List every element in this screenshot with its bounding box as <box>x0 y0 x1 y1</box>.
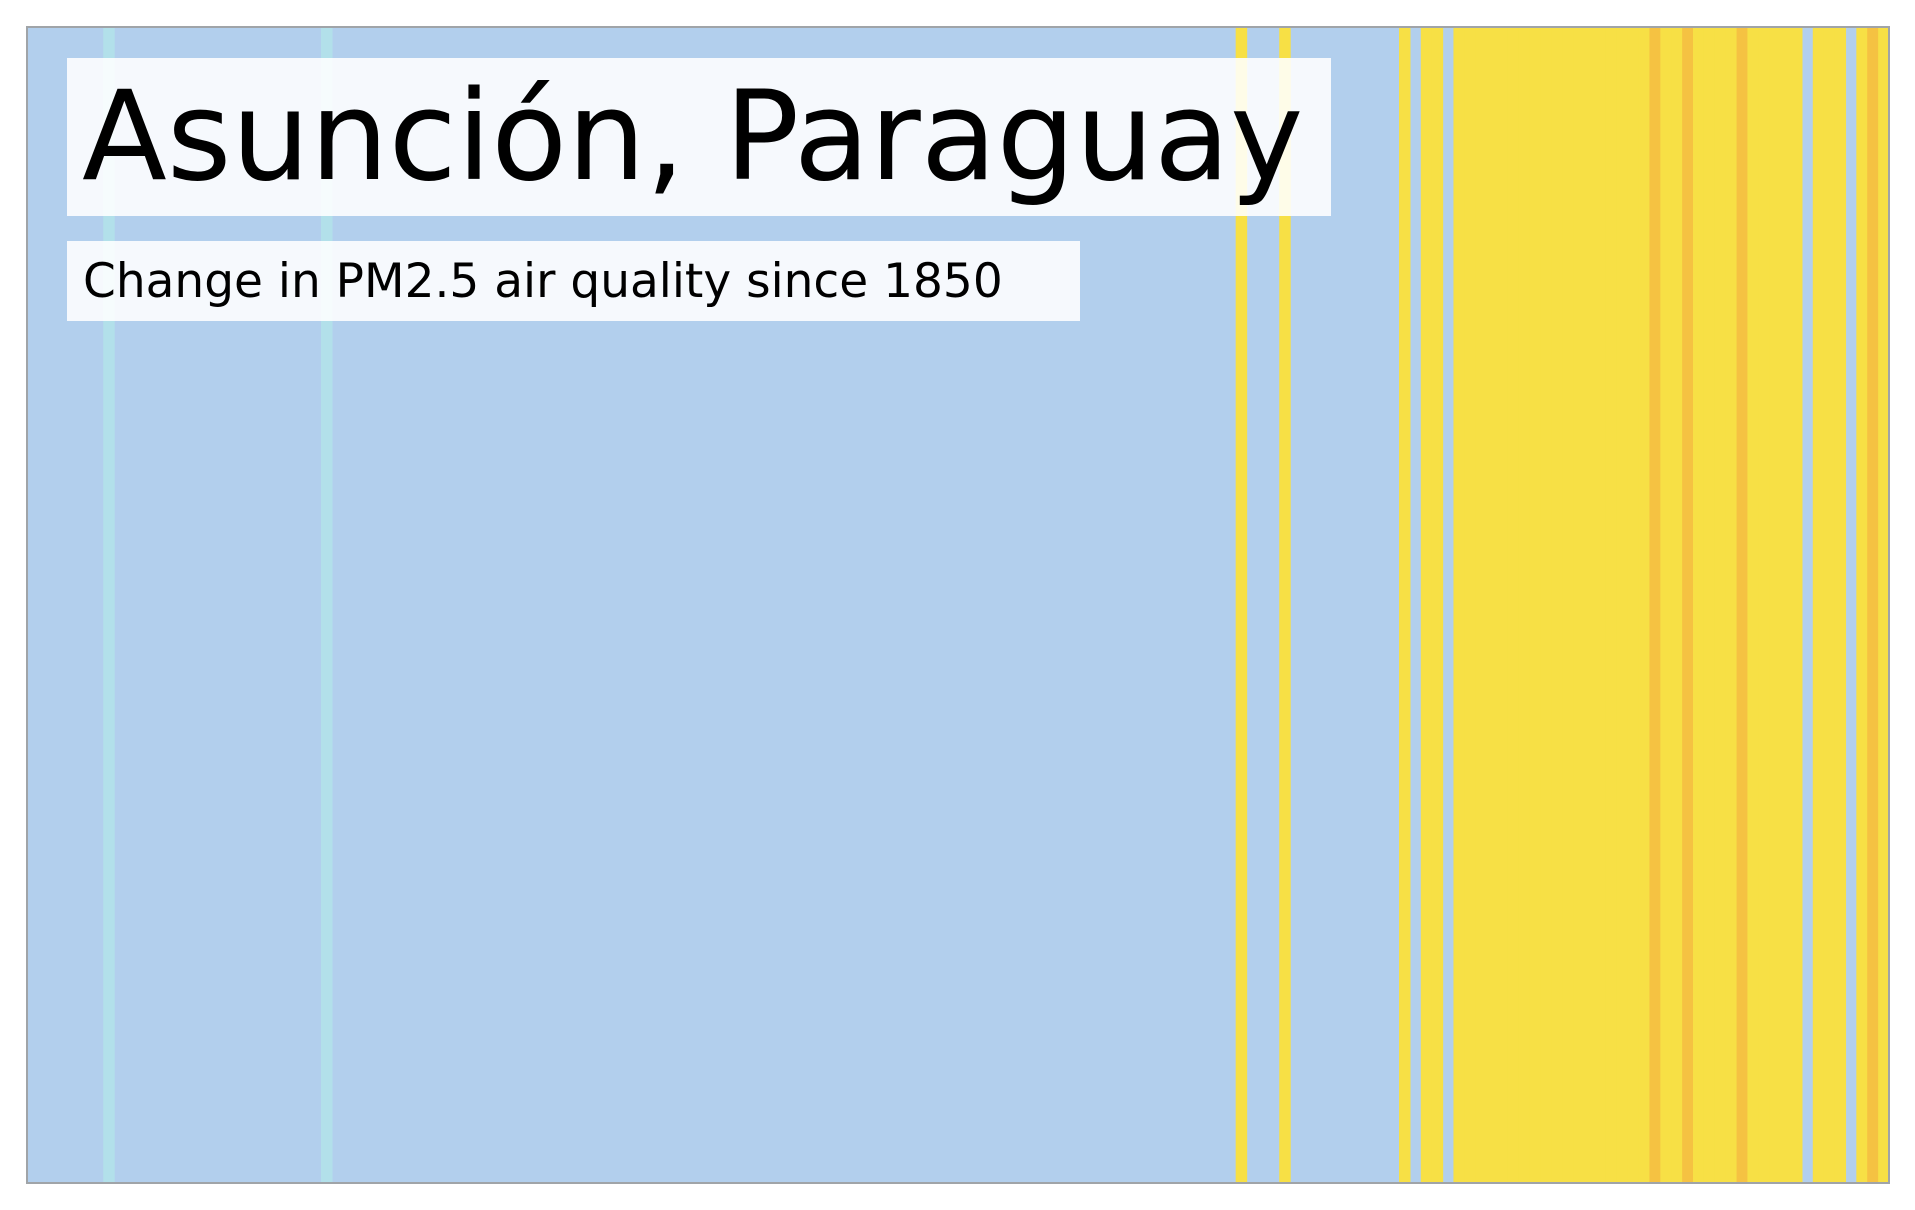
stripe-band-1989 <box>1540 27 1553 1183</box>
stripe-band-1961 <box>1235 27 1248 1183</box>
chart-title: Asunción, Paraguay <box>82 65 1304 209</box>
stripe-band-1990 <box>1551 27 1563 1183</box>
stripe-band-1965 <box>1279 27 1291 1183</box>
stripe-band-2019 <box>1867 27 1879 1183</box>
plot-frame <box>26 26 1890 1184</box>
stripe-band-1979 <box>1431 27 1444 1183</box>
stripe-band-2018 <box>1856 27 1868 1183</box>
stripe-band-1986 <box>1507 27 1520 1183</box>
stripe-band-1982 <box>1464 27 1476 1183</box>
stripe-band-2009 <box>1758 27 1770 1183</box>
stripe-band-1997 <box>1627 27 1640 1183</box>
stripe-bands <box>103 27 1890 1183</box>
stripe-band-2016 <box>1834 27 1847 1183</box>
stripe-band-1857 <box>103 27 115 1183</box>
stripe-band-1984 <box>1486 27 1498 1183</box>
stripe-band-1996 <box>1616 27 1629 1183</box>
stripe-band-1987 <box>1518 27 1531 1183</box>
stripe-band-1993 <box>1584 27 1596 1183</box>
stripe-band-1995 <box>1605 27 1618 1183</box>
stripe-band-2004 <box>1703 27 1716 1183</box>
stripe-band-1992 <box>1573 27 1585 1183</box>
stripe-band-1998 <box>1638 27 1651 1183</box>
stripe-band-2005 <box>1714 27 1727 1183</box>
stripe-band-2002 <box>1682 27 1694 1183</box>
stripe-band-2015 <box>1823 27 1836 1183</box>
stripe-band-2010 <box>1769 27 1781 1183</box>
stripe-band-2001 <box>1671 27 1683 1183</box>
stripe-band-1976 <box>1399 27 1411 1183</box>
stripe-band-1985 <box>1497 27 1509 1183</box>
stripe-band-1978 <box>1420 27 1433 1183</box>
stripe-band-1988 <box>1529 27 1542 1183</box>
stripe-band-2007 <box>1736 27 1749 1183</box>
stripe-band-1877 <box>321 27 333 1183</box>
stripe-band-1999 <box>1649 27 1661 1183</box>
stripe-band-1991 <box>1562 27 1574 1183</box>
stripe-band-2003 <box>1693 27 1705 1183</box>
stripe-band-1994 <box>1595 27 1607 1183</box>
subtitle-box: Change in PM2.5 air quality since 1850 <box>67 241 1080 321</box>
stripe-band-2008 <box>1747 27 1759 1183</box>
stripe-band-2014 <box>1812 27 1825 1183</box>
stripe-band-1983 <box>1475 27 1487 1183</box>
stripe-band-2012 <box>1791 27 1803 1183</box>
title-box: Asunción, Paraguay <box>67 58 1331 216</box>
stripe-band-2006 <box>1725 27 1738 1183</box>
stripe-band-2000 <box>1660 27 1672 1183</box>
stripe-band-2011 <box>1780 27 1792 1183</box>
stripe-band-2020 <box>1878 27 1890 1183</box>
chart-subtitle: Change in PM2.5 air quality since 1850 <box>83 253 1003 309</box>
stripe-band-1981 <box>1453 27 1465 1183</box>
